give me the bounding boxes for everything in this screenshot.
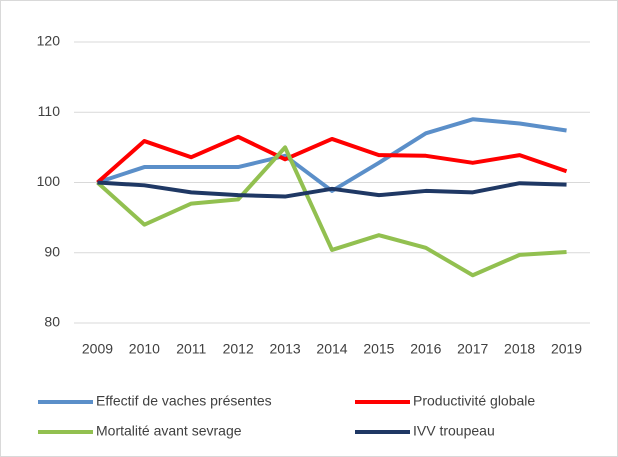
x-tick-label: 2017: [457, 341, 488, 357]
legend-label: Mortalité avant sevrage: [96, 423, 242, 439]
legend-label: IVV troupeau: [413, 423, 495, 439]
x-tick-label: 2011: [176, 341, 206, 357]
x-tick-label: 2019: [551, 341, 582, 357]
line-series: [96, 145, 567, 278]
x-tick-label: 2015: [363, 341, 394, 357]
legend-label: Effectif de vaches présentes: [96, 393, 272, 409]
y-tick-label: 100: [37, 173, 61, 189]
x-tick-label: 2016: [410, 341, 441, 357]
x-tick-label: 2009: [82, 341, 113, 357]
x-tick-label: 2014: [316, 341, 347, 357]
y-tick-label: 90: [44, 243, 60, 259]
x-tick-label: 2013: [270, 341, 301, 357]
x-tick-label: 2010: [129, 341, 160, 357]
line-series: [97, 180, 567, 199]
legend-label: Productivité globale: [413, 393, 535, 409]
y-tick-label: 120: [37, 33, 61, 49]
line-series: [96, 134, 568, 184]
y-tick-label: 110: [38, 103, 61, 119]
x-tick-label: 2012: [223, 341, 254, 357]
y-tick-label: 80: [44, 314, 60, 330]
x-tick-label: 2018: [504, 341, 535, 357]
line-series: [96, 117, 567, 193]
